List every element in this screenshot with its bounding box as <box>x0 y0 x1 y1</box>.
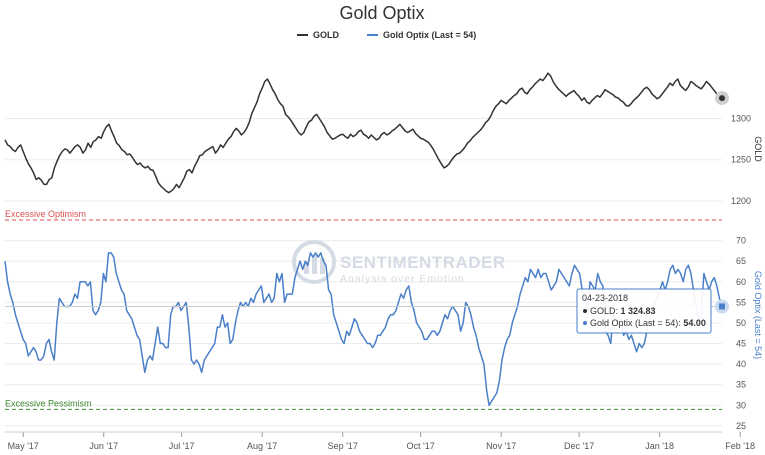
optix-y-tick-label: 45 <box>736 339 746 349</box>
tooltip-box <box>576 288 712 334</box>
legend-gold-label[interactable]: GOLD <box>313 30 339 40</box>
watermark-brand: SENTIMENTRADER <box>340 253 506 272</box>
x-tick-label: Dec '17 <box>564 441 594 451</box>
tooltip-gold-value: 1 324.83 <box>621 306 656 316</box>
watermark-logo-icon <box>292 240 336 284</box>
x-tick-label: Aug '17 <box>247 441 277 451</box>
x-tick-label: May '17 <box>8 441 39 451</box>
grid-lines <box>5 118 722 427</box>
tooltip-gold-line: GOLD: 1 324.83 <box>590 306 656 316</box>
watermark: SENTIMENTRADER Analysis over Emotion <box>292 240 506 285</box>
tooltip-optix-name: Gold Optix (Last = 54) <box>590 318 678 328</box>
x-tick-label: Nov '17 <box>486 441 516 451</box>
gold-y-tick-label: 1250 <box>731 155 751 165</box>
series-layer <box>4 72 723 407</box>
optix-y-tick-label: 50 <box>736 318 746 328</box>
optix-y-tick-label: 65 <box>736 256 746 266</box>
x-tick-label: Jan '18 <box>645 441 674 451</box>
watermark-bar-icon <box>312 255 317 274</box>
watermark-tagline: Analysis over Emotion <box>340 273 465 285</box>
optix-y-tick-label: 60 <box>736 277 746 287</box>
chart-title: Gold Optix <box>339 3 424 23</box>
x-tick-label: Oct '17 <box>407 441 435 451</box>
gold-y-tick-label: 1300 <box>731 114 751 124</box>
optix-y-tick-label: 55 <box>736 297 746 307</box>
zone-label-optimism: Excessive Optimism <box>5 209 86 219</box>
x-tick-label: Jul '17 <box>169 441 195 451</box>
optix-y-tick-label: 70 <box>736 236 746 246</box>
gold-hover-marker <box>719 95 725 102</box>
axes: May '17 Jun '17 Jul '17 Aug '17 Sep '17 Oct '… <box>5 114 763 451</box>
gold-y-tick-label: 1200 <box>731 196 751 206</box>
tooltip-optix-bullet <box>583 321 587 325</box>
tooltip-optix-line: Gold Optix (Last = 54): 54.00 <box>590 318 706 328</box>
legend[interactable]: GOLD Gold Optix (Last = 54) <box>297 30 476 40</box>
sentiment-zones: Excessive Optimism Excessive Pessimism <box>5 209 722 410</box>
optix-series-line <box>4 252 723 407</box>
zone-label-pessimism: Excessive Pessimism <box>5 398 92 408</box>
gold-y-axis-title: GOLD <box>753 136 763 162</box>
tooltip-gold-name: GOLD <box>590 306 616 316</box>
legend-optix-label[interactable]: Gold Optix (Last = 54) <box>383 30 476 40</box>
optix-hover-marker <box>719 303 725 310</box>
optix-y-tick-label: 40 <box>736 359 746 369</box>
tooltip-gold-bullet <box>583 309 587 313</box>
watermark-bar-icon <box>320 258 325 274</box>
x-tick-label: Sep '17 <box>328 441 358 451</box>
tooltip-optix-value: 54.00 <box>683 318 706 328</box>
optix-y-tick-label: 30 <box>736 400 746 410</box>
optix-y-axis-title: Gold Optix (Last = 54) <box>753 271 763 359</box>
optix-y-tick-label: 35 <box>736 380 746 390</box>
x-tick-label: Feb '18 <box>725 441 755 451</box>
watermark-bar-icon <box>304 262 309 274</box>
gold-series-line <box>4 72 723 194</box>
tooltip: 04-23-2018 GOLD: 1 324.83 Gold Optix (La… <box>576 288 712 334</box>
tooltip-date: 04-23-2018 <box>582 293 628 303</box>
optix-y-tick-label: 25 <box>736 421 746 431</box>
x-tick-label: Jun '17 <box>89 441 118 451</box>
